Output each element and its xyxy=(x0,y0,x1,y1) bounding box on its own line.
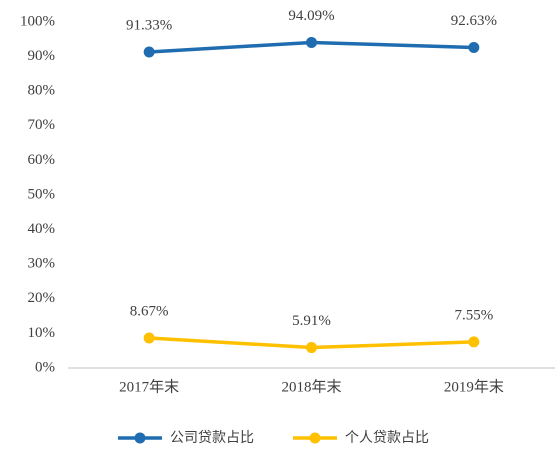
x-tick-label: 2018年末 xyxy=(281,378,341,395)
data-point xyxy=(306,36,317,48)
legend-marker xyxy=(309,432,321,444)
y-tick-label: 80% xyxy=(28,83,56,99)
data-label: 5.91% xyxy=(292,313,331,329)
y-tick-label: 0% xyxy=(35,359,55,375)
data-label: 91.33% xyxy=(126,17,172,33)
y-tick-label: 100% xyxy=(20,13,55,29)
data-point xyxy=(143,332,155,344)
data-point xyxy=(143,46,155,58)
legend-marker xyxy=(134,432,146,444)
y-tick-label: 60% xyxy=(28,152,56,168)
y-tick-label: 40% xyxy=(28,221,56,237)
y-tick-label: 30% xyxy=(28,256,56,272)
y-tick-label: 90% xyxy=(28,48,56,64)
legend-label: 个人贷款占比 xyxy=(345,430,429,446)
data-label: 7.55% xyxy=(454,307,493,323)
y-tick-label: 70% xyxy=(28,117,56,133)
y-tick-label: 50% xyxy=(28,186,56,202)
y-tick-label: 20% xyxy=(28,290,56,306)
data-label: 92.63% xyxy=(451,13,497,29)
data-label: 8.67% xyxy=(130,303,169,319)
data-label: 94.09% xyxy=(288,8,334,24)
y-tick-label: 10% xyxy=(28,325,56,341)
x-tick-label: 2019年末 xyxy=(444,378,504,395)
legend-label: 公司贷款占比 xyxy=(170,430,254,446)
x-tick-label: 2017年末 xyxy=(119,378,179,395)
data-point xyxy=(306,342,317,354)
data-point xyxy=(468,42,480,54)
data-point xyxy=(468,336,480,348)
